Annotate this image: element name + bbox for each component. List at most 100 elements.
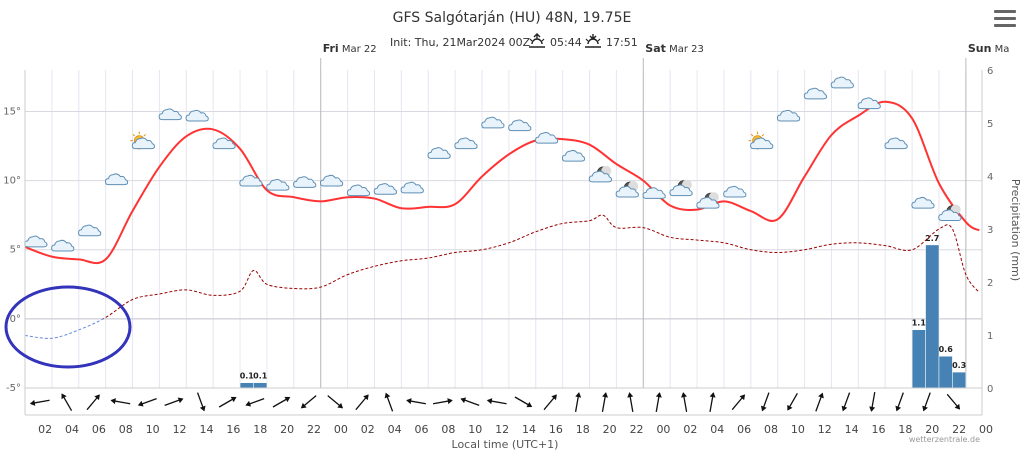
x-tick-label: 04 <box>710 423 724 436</box>
x-tick-label: 18 <box>253 423 267 436</box>
x-tick-label: 10 <box>146 423 160 436</box>
wind-arrow <box>218 396 237 408</box>
cloud-shape <box>857 97 881 110</box>
menu-line-2 <box>994 17 1016 20</box>
x-tick-label: 16 <box>549 423 563 436</box>
cloud-shape <box>454 137 478 150</box>
x-tick-label: 02 <box>361 423 375 436</box>
cloud-shape <box>830 76 854 89</box>
cloud-icon <box>293 176 317 188</box>
wind-arrow-head <box>199 405 206 412</box>
wind-arrow <box>601 392 609 412</box>
cloud-shape <box>293 176 317 188</box>
wind-arrow-head <box>245 400 252 407</box>
y-axis-right-label: Precipitation (mm) <box>1009 179 1022 281</box>
cloud-shape <box>776 109 801 122</box>
sun-cloud-icon <box>748 131 774 150</box>
day-labels: Fri Mar 22 Sat Mar 23 Sun Ma <box>323 42 1010 55</box>
wind-arrow <box>895 392 904 412</box>
precip-bar <box>239 382 254 389</box>
cloud-shape <box>938 209 962 222</box>
wind-arrow-head <box>284 396 291 403</box>
sunrise-time: 05:44 <box>550 36 582 49</box>
x-tick-label: 22 <box>307 423 321 436</box>
day-date: Mar 23 <box>666 44 704 55</box>
cloud-shape <box>884 137 908 150</box>
moon-cloud-icon <box>696 192 720 209</box>
sun-ray <box>761 133 765 137</box>
wind-arrow <box>815 392 824 412</box>
wind-arrow-head <box>681 392 687 398</box>
chart-title: GFS Salgótarján (HU) 48N, 19.75E <box>393 10 632 26</box>
x-tick-label: 10 <box>791 423 805 436</box>
cloud-shape <box>615 185 639 198</box>
y-tick-right: 1 <box>987 331 993 342</box>
cloud-shape <box>750 137 774 150</box>
wind-arrow <box>731 394 746 411</box>
wind-arrow <box>543 394 557 411</box>
x-tick-label: 06 <box>415 423 429 436</box>
cloud-icon <box>346 184 371 197</box>
wind-arrow-head <box>460 397 467 404</box>
precip-bar <box>253 382 268 389</box>
wind-arrow-head <box>787 404 793 411</box>
x-tick-label: 18 <box>576 423 590 436</box>
wind-arrow <box>29 399 50 406</box>
y-tick-left: -5° <box>6 383 21 394</box>
wind-arrow-head <box>575 392 582 398</box>
wind-arrow <box>272 396 291 408</box>
cloud-shape <box>266 178 290 191</box>
cloud-shape <box>561 149 586 162</box>
cloud-icon <box>911 196 935 209</box>
wind-arrow-head <box>94 394 100 401</box>
wind-arrow-head <box>61 393 67 400</box>
chart-subtitle: Init: Thu, 21Mar2024 00Z 05:44 17:51 <box>390 33 638 49</box>
x-tick-label: 06 <box>737 423 751 436</box>
chart-menu-button[interactable] <box>994 10 1016 28</box>
cloud-icon <box>212 137 236 150</box>
wind-arrow-head <box>739 394 746 401</box>
cloud-shape <box>535 131 559 144</box>
cloud-icon <box>239 174 263 187</box>
x-tick-label: 08 <box>119 423 133 436</box>
day-name: Sun <box>968 42 992 55</box>
wind-arrow <box>681 392 688 412</box>
wind-arrow <box>709 392 716 412</box>
dewpoint-line <box>102 214 980 319</box>
wind-arrow <box>355 394 369 411</box>
dewpoint-line-below-zero <box>25 318 105 339</box>
precip-label: 0.6 <box>939 345 954 354</box>
wind-arrow-head <box>895 405 902 412</box>
precip-bar <box>938 355 953 389</box>
credit-text: wetterzentrale.de <box>909 435 980 444</box>
cloud-shape <box>158 108 182 121</box>
y-tick-left: 15° <box>3 106 21 117</box>
cloud-icon <box>319 174 344 187</box>
cloud-shape <box>696 196 720 209</box>
moon-cloud-icon <box>938 204 962 222</box>
sunset-icon <box>585 34 601 48</box>
series-lines <box>25 100 980 339</box>
y-tick-right: 3 <box>987 225 993 236</box>
wind-arrow <box>300 395 317 409</box>
wind-arrow-head <box>709 392 716 398</box>
x-tick-label: 10 <box>468 423 482 436</box>
cloud-shape <box>131 137 156 150</box>
wind-arrow <box>196 392 206 412</box>
cloud-icon <box>427 147 451 159</box>
wind-arrow-head <box>627 392 634 398</box>
wind-arrow-head <box>551 394 557 401</box>
cloud-shape <box>319 174 344 187</box>
y-tick-right: 4 <box>987 172 993 183</box>
x-tick-label: 18 <box>898 423 912 436</box>
wind-arrow-head <box>447 398 453 405</box>
day-label: Sat Mar 23 <box>645 42 704 55</box>
cloud-shape <box>588 170 613 183</box>
x-tick-label: 16 <box>226 423 240 436</box>
cloud-icon <box>723 185 747 198</box>
y-tick-left: 0° <box>10 314 21 325</box>
cloud-icon <box>857 97 881 110</box>
cloud-shape <box>669 184 693 197</box>
